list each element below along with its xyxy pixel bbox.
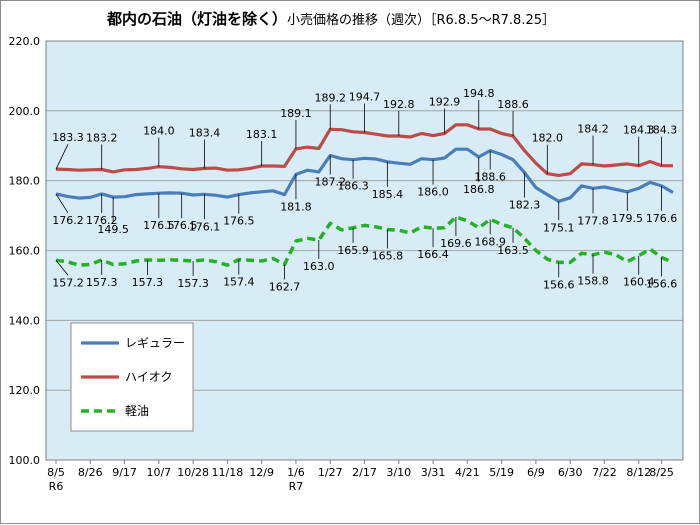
y-tick-label: 140.0 xyxy=(9,314,41,327)
data-label: 184.3 xyxy=(646,124,678,137)
x-tick-label: 8/25 xyxy=(649,466,674,479)
era-label: R6 xyxy=(49,480,64,493)
data-label: 188.6 xyxy=(497,98,529,111)
data-label: 184.3 xyxy=(623,124,655,137)
x-tick-label: 5/19 xyxy=(489,466,514,479)
data-label: 176.5 xyxy=(143,219,175,232)
data-label: 156.6 xyxy=(543,278,575,291)
data-label: 186.8 xyxy=(463,183,495,196)
x-tick-label: 10/28 xyxy=(177,466,209,479)
data-label: 158.8 xyxy=(577,275,609,288)
data-label: 183.3 xyxy=(52,131,84,144)
data-label: 177.8 xyxy=(577,214,609,227)
data-label: 188.6 xyxy=(474,171,506,184)
x-tick-label: 9/17 xyxy=(112,466,137,479)
data-label: 157.4 xyxy=(223,276,255,289)
x-tick-label: 1/6 xyxy=(287,466,305,479)
x-tick-label: 8/12 xyxy=(626,466,651,479)
data-label: 163.0 xyxy=(303,260,335,273)
data-label: 192.9 xyxy=(429,96,461,109)
data-label: 183.4 xyxy=(189,126,221,139)
data-label: 183.1 xyxy=(246,128,278,141)
data-label: 182.0 xyxy=(532,132,564,145)
data-label: 184.2 xyxy=(577,123,609,136)
data-label: 175.1 xyxy=(543,221,575,234)
data-label: 176.2 xyxy=(86,214,118,227)
data-label: 183.2 xyxy=(86,131,118,144)
data-label: 156.6 xyxy=(646,277,678,290)
data-label: 184.0 xyxy=(143,125,175,138)
series-line-0 xyxy=(55,147,674,203)
y-tick-label: 100.0 xyxy=(9,454,41,467)
data-label: 189.2 xyxy=(314,91,346,104)
data-label: 176.5 xyxy=(166,219,198,232)
y-tick-label: 180.0 xyxy=(9,175,41,188)
data-label: 186.0 xyxy=(417,186,449,199)
data-label: 176.5 xyxy=(223,215,255,228)
y-tick-label: 220.0 xyxy=(9,35,41,48)
x-tick-label: 6/30 xyxy=(558,466,583,479)
data-label: 181.8 xyxy=(280,200,312,213)
data-label: 169.6 xyxy=(440,237,472,250)
legend-label-0: レギュラー xyxy=(125,336,185,350)
data-label: 187.2 xyxy=(314,176,346,189)
x-tick-label: 4/21 xyxy=(455,466,480,479)
y-tick-label: 120.0 xyxy=(9,384,41,397)
data-label: 160.4 xyxy=(623,276,655,289)
x-tick-label: 7/22 xyxy=(592,466,617,479)
data-label: 185.4 xyxy=(372,188,404,201)
data-label: 189.1 xyxy=(280,107,312,120)
data-label: 157.2 xyxy=(52,276,84,289)
legend-label-1: ハイオク xyxy=(125,370,173,384)
data-label: 168.9 xyxy=(474,235,506,248)
data-label: 182.3 xyxy=(509,199,541,212)
y-tick-label: 160.0 xyxy=(9,245,41,258)
data-label-leader xyxy=(55,143,69,170)
legend-label-2: 軽油 xyxy=(125,404,149,418)
x-tick-label: 12/9 xyxy=(249,466,274,479)
data-label: 194.8 xyxy=(463,87,495,100)
x-tick-label: 10/7 xyxy=(146,466,171,479)
x-tick-label: 1/27 xyxy=(318,466,343,479)
x-tick-label: 2/17 xyxy=(352,466,377,479)
data-label: 192.8 xyxy=(383,98,415,111)
x-tick-label: 3/31 xyxy=(421,466,446,479)
data-label: 157.3 xyxy=(132,276,164,289)
data-label-leader xyxy=(55,260,69,276)
data-label: 162.7 xyxy=(269,280,301,293)
x-tick-label: 8/26 xyxy=(78,466,103,479)
data-label-leader xyxy=(55,193,69,214)
data-label: 157.3 xyxy=(177,277,209,290)
data-label: 176.1 xyxy=(189,220,221,233)
series-line-2 xyxy=(55,215,674,267)
y-tick-label: 200.0 xyxy=(9,105,41,118)
chart-subtitle: 小売価格の推移（週次）［R6.8.5～R7.8.25］ xyxy=(287,12,555,28)
data-label: 165.8 xyxy=(372,250,404,263)
data-label: 165.9 xyxy=(337,244,369,257)
era-label: R7 xyxy=(289,480,304,493)
data-label: 176.6 xyxy=(646,212,678,225)
plot-area: 100.0 120.0 140.0 160.0 180.0 200.0 220.0 8/5 8/… xyxy=(9,35,684,493)
x-tick-label: 6/9 xyxy=(527,466,545,479)
data-label: 166.4 xyxy=(417,248,449,261)
chart-title: 都内の石油（灯油を除く） xyxy=(106,10,287,28)
data-label: 149.5 xyxy=(97,223,129,236)
data-label: 176.2 xyxy=(52,214,84,227)
data-label: 157.3 xyxy=(86,276,118,289)
data-label: 194.7 xyxy=(349,90,381,103)
x-tick-label: 8/5 xyxy=(47,466,65,479)
data-label: 163.5 xyxy=(497,244,529,257)
x-tick-label: 3/10 xyxy=(386,466,411,479)
data-label: 179.5 xyxy=(612,212,644,225)
data-label: 186.3 xyxy=(337,180,369,193)
x-tick-label: 11/18 xyxy=(212,466,244,479)
